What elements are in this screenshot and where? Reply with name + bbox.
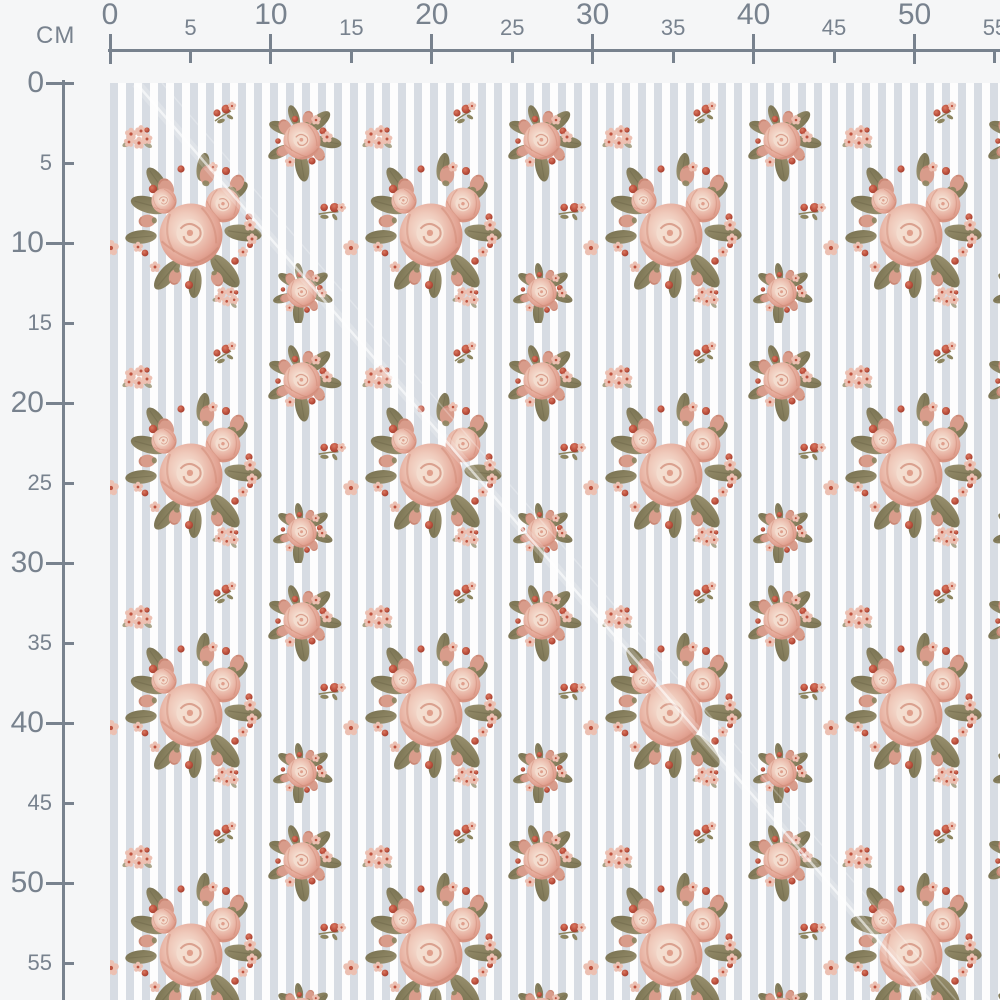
left-ruler-minor-tick <box>62 321 74 325</box>
left-ruler-major-tick <box>46 241 74 245</box>
left-ruler-major-label: 20 <box>10 386 44 419</box>
left-ruler-minor-label: 35 <box>27 630 52 655</box>
top-ruler-major-tick <box>430 34 434 64</box>
top-ruler-minor-tick <box>349 50 353 63</box>
left-ruler-minor-tick <box>62 801 74 805</box>
left-ruler-minor-label: 45 <box>27 790 52 815</box>
fabric-sheen <box>132 83 957 1000</box>
top-ruler-minor-tick <box>510 50 514 63</box>
top-ruler-major-label: 10 <box>254 0 288 31</box>
top-ruler-minor-tick <box>188 50 192 63</box>
top-ruler-minor-label: 5 <box>184 15 197 40</box>
left-ruler-major-label: 50 <box>10 866 44 899</box>
left-ruler-minor-tick <box>62 961 74 965</box>
top-ruler-minor-label: 45 <box>821 15 847 40</box>
top-ruler-major-label: 50 <box>897 0 932 31</box>
top-ruler-minor-label: 55 <box>982 15 1000 40</box>
left-ruler-major-tick <box>46 881 74 885</box>
top-ruler-minor-tick <box>993 50 997 63</box>
left-ruler-major-tick <box>46 401 74 405</box>
left-ruler-minor-label: 25 <box>27 470 52 495</box>
left-ruler-minor-label: 5 <box>39 150 52 175</box>
fabric-pattern-preview[interactable] <box>110 83 1000 1000</box>
left-ruler-major-label: 30 <box>10 546 44 579</box>
left-ruler-minor-label: 15 <box>27 310 52 335</box>
ruler-unit-label: CM <box>36 22 76 49</box>
left-ruler-major-label: 10 <box>10 226 44 259</box>
top-ruler-major-label: 40 <box>736 0 771 31</box>
top-ruler-minor-label: 35 <box>660 15 686 40</box>
left-ruler-line <box>62 80 65 1000</box>
top-ruler-major-tick <box>108 34 112 64</box>
left-ruler-major-tick <box>46 721 74 725</box>
top-ruler-minor-label: 15 <box>339 15 364 40</box>
left-ruler-major-label: 0 <box>27 66 44 99</box>
top-ruler-minor-tick <box>671 50 675 63</box>
fabric-swatch <box>110 83 1000 1000</box>
left-ruler-minor-tick <box>62 481 74 485</box>
floral-stripe-pattern <box>110 83 1000 1000</box>
left-ruler-minor-label: 55 <box>27 950 52 975</box>
left-ruler-minor-tick <box>62 641 74 645</box>
top-ruler-minor-tick <box>832 50 836 63</box>
top-ruler-major-tick <box>752 34 756 64</box>
left-ruler-major-tick <box>46 81 74 85</box>
top-ruler-major-tick <box>591 34 595 64</box>
left-ruler-minor-tick <box>62 161 74 165</box>
top-ruler-line <box>108 49 1000 52</box>
top-ruler-major-tick <box>269 34 273 64</box>
left-ruler-major-label: 40 <box>10 706 44 739</box>
left-ruler-major-tick <box>46 561 74 565</box>
top-ruler-major-tick <box>913 34 916 64</box>
top-ruler-major-label: 20 <box>415 0 449 31</box>
top-ruler-minor-label: 25 <box>500 15 525 40</box>
top-ruler-major-label: 30 <box>576 0 610 31</box>
top-ruler-major-label: 0 <box>101 0 119 31</box>
